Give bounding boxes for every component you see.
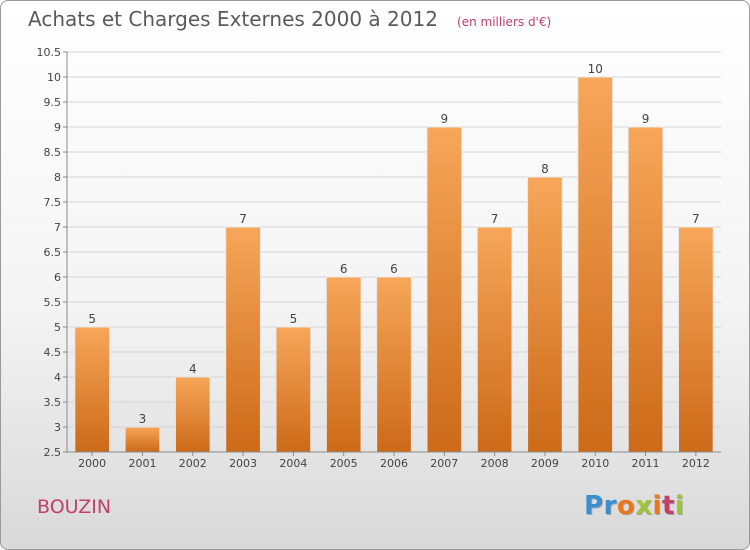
y-tick-label: 7.5	[44, 196, 62, 209]
bar-value-label: 7	[692, 212, 700, 226]
y-tick-label: 9.5	[44, 96, 62, 109]
x-tick-label: 2009	[531, 457, 559, 470]
bar-2006	[376, 276, 412, 453]
bar-value-label: 3	[139, 412, 147, 426]
bar-2012	[677, 226, 714, 453]
bar-2004	[275, 326, 312, 453]
x-tick-label: 2006	[380, 457, 408, 470]
y-tick-label: 7	[54, 221, 61, 234]
logo-letter: P	[584, 491, 604, 521]
y-tick-label: 8	[54, 171, 61, 184]
x-tick-label: 2011	[632, 457, 660, 470]
y-tick-label: 4	[54, 371, 61, 384]
bar-value-label: 10	[588, 62, 603, 76]
logo-letter: i	[674, 491, 685, 521]
bar-2010	[577, 76, 614, 453]
x-tick-label: 2010	[581, 457, 609, 470]
x-tick-label: 2003	[229, 457, 257, 470]
bar-2003	[225, 226, 261, 453]
bar-2005	[325, 276, 362, 453]
x-tick-label: 2001	[128, 457, 156, 470]
bar-2007	[426, 126, 463, 453]
y-tick-label: 6	[54, 271, 61, 284]
logo-letter: t	[661, 491, 675, 521]
bar-2002	[174, 376, 211, 453]
x-tick-label: 2002	[179, 457, 207, 470]
chart-subtitle: (en milliers d'€)	[457, 15, 552, 29]
logo-letter: r	[603, 491, 617, 521]
axes: 2.5 3 3.5 4 4.5 5 5.5 6 6.5 7 7.5 8 8.5 9 9.5 10 10.5 200…	[37, 46, 721, 470]
x-tick-label: 2008	[481, 457, 509, 470]
y-tick-label: 9	[54, 121, 61, 134]
bar-2011	[627, 126, 664, 453]
bar-2001	[124, 426, 161, 453]
y-tick-label: 10.5	[37, 46, 62, 59]
bar-value-label: 8	[541, 162, 549, 176]
x-tick-label: 2005	[330, 457, 358, 470]
y-tick-label: 5.5	[44, 296, 62, 309]
bar-2008	[476, 226, 513, 453]
bar-value-label: 7	[239, 212, 247, 226]
y-tick-label: 10	[47, 71, 61, 84]
proxiti-logo[interactable]: Proxiti	[584, 491, 684, 521]
bar-value-label: 6	[340, 262, 348, 276]
bar-value-label: 6	[390, 262, 398, 276]
x-tick-label: 2000	[78, 457, 106, 470]
bar-value-label: 9	[642, 112, 650, 126]
y-tick-label: 8.5	[44, 146, 62, 159]
y-tick-label: 4.5	[44, 346, 62, 359]
chart-title: Achats et Charges Externes 2000 à 2012	[28, 7, 438, 31]
bar-2000	[74, 326, 111, 453]
x-tick-label: 2007	[430, 457, 458, 470]
logo-letter: i	[652, 491, 662, 521]
y-tick-label: 2.5	[44, 446, 62, 459]
commune-name: BOUZIN	[37, 496, 112, 518]
bar-value-label: 5	[290, 312, 298, 326]
x-tick-label: 2012	[682, 457, 710, 470]
logo-letter: x	[635, 491, 653, 521]
y-tick-label: 6.5	[44, 246, 62, 259]
bar-value-label: 5	[88, 312, 96, 326]
logo-letter: o	[616, 491, 636, 521]
bar-value-label: 4	[189, 362, 197, 376]
y-tick-label: 3	[54, 421, 61, 434]
bar-2009	[527, 176, 563, 453]
bar-value-label: 9	[440, 112, 448, 126]
bars: 5 3 4 7 5 6 6 9 7 8 10 9 7	[74, 62, 714, 453]
bar-value-label: 7	[491, 212, 499, 226]
chart-title-block: Achats et Charges Externes 2000 à 2012 (…	[28, 7, 551, 31]
y-tick-label: 3.5	[44, 396, 62, 409]
y-tick-label: 5	[54, 321, 61, 334]
x-tick-label: 2004	[279, 457, 307, 470]
